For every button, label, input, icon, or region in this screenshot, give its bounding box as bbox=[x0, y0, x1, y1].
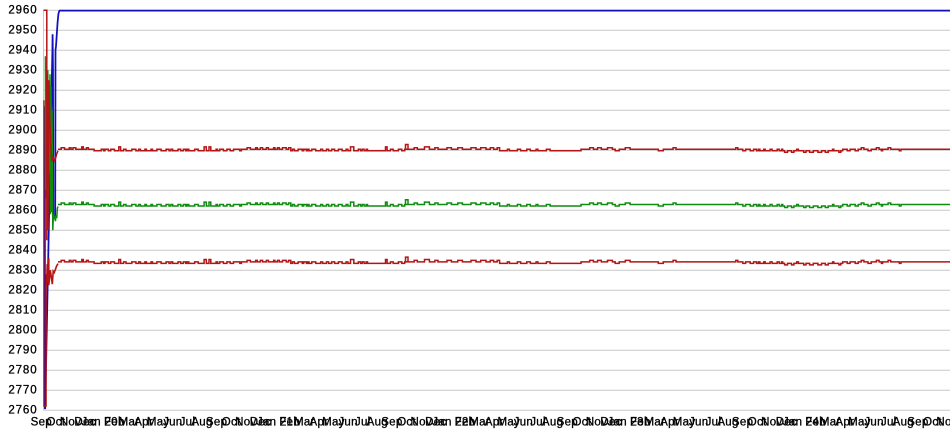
svg-text:2860: 2860 bbox=[8, 204, 37, 216]
svg-text:Jul: Jul bbox=[881, 416, 897, 428]
svg-text:Jul: Jul bbox=[355, 416, 371, 428]
svg-text:2950: 2950 bbox=[8, 24, 37, 36]
svg-text:Apr: Apr bbox=[134, 416, 153, 428]
svg-text:Dec: Dec bbox=[600, 416, 621, 428]
svg-text:Nov: Nov bbox=[60, 416, 81, 428]
svg-text:Jan 24: Jan 24 bbox=[783, 416, 820, 428]
svg-text:Dec: Dec bbox=[425, 416, 446, 428]
svg-text:Sep: Sep bbox=[907, 416, 928, 428]
svg-text:2890: 2890 bbox=[8, 144, 37, 156]
svg-text:Mar: Mar bbox=[820, 416, 841, 428]
svg-text:Jan 21: Jan 21 bbox=[257, 416, 293, 428]
svg-text:Feb: Feb bbox=[104, 416, 125, 428]
svg-text:Aug: Aug bbox=[191, 416, 212, 428]
svg-text:Jan 22: Jan 22 bbox=[432, 416, 468, 428]
svg-text:Sep: Sep bbox=[381, 416, 402, 428]
svg-text:Jun: Jun bbox=[864, 416, 883, 428]
svg-text:Apr: Apr bbox=[835, 416, 854, 428]
svg-text:2780: 2780 bbox=[8, 364, 37, 376]
svg-text:May: May bbox=[673, 416, 696, 428]
svg-text:Apr: Apr bbox=[310, 416, 329, 428]
svg-text:Aug: Aug bbox=[893, 416, 914, 428]
svg-text:Jun: Jun bbox=[689, 416, 708, 428]
svg-text:Mar: Mar bbox=[294, 416, 315, 428]
svg-text:Sep: Sep bbox=[732, 416, 753, 428]
svg-text:Aug: Aug bbox=[717, 416, 738, 428]
svg-text:Oct: Oct bbox=[222, 416, 241, 428]
svg-text:2760: 2760 bbox=[8, 404, 37, 416]
svg-text:2960: 2960 bbox=[8, 4, 37, 16]
svg-text:2850: 2850 bbox=[8, 224, 37, 236]
svg-text:Sep: Sep bbox=[557, 416, 578, 428]
svg-text:2790: 2790 bbox=[8, 344, 37, 356]
svg-text:Oct: Oct bbox=[47, 416, 66, 428]
svg-text:2840: 2840 bbox=[8, 244, 37, 256]
svg-text:2820: 2820 bbox=[8, 284, 37, 296]
svg-text:2900: 2900 bbox=[8, 124, 37, 136]
svg-text:Oct: Oct bbox=[748, 416, 767, 428]
svg-text:Oct: Oct bbox=[397, 416, 416, 428]
svg-text:Jun: Jun bbox=[163, 416, 182, 428]
svg-text:Jan 23: Jan 23 bbox=[608, 416, 644, 428]
svg-text:Mar: Mar bbox=[645, 416, 666, 428]
svg-text:2910: 2910 bbox=[8, 104, 37, 116]
svg-text:Aug: Aug bbox=[542, 416, 563, 428]
svg-text:2870: 2870 bbox=[8, 184, 37, 196]
svg-text:Sep: Sep bbox=[206, 416, 227, 428]
svg-text:Oct: Oct bbox=[573, 416, 592, 428]
svg-text:Sep: Sep bbox=[31, 416, 52, 428]
svg-text:May: May bbox=[848, 416, 871, 428]
svg-text:Nov: Nov bbox=[761, 416, 782, 428]
svg-text:May: May bbox=[497, 416, 520, 428]
svg-text:Jul: Jul bbox=[180, 416, 196, 428]
svg-text:2920: 2920 bbox=[8, 84, 37, 96]
svg-text:Nov: Nov bbox=[235, 416, 256, 428]
svg-text:2800: 2800 bbox=[8, 324, 37, 336]
svg-text:Oct: Oct bbox=[923, 416, 942, 428]
svg-text:May: May bbox=[147, 416, 170, 428]
svg-text:Mar: Mar bbox=[469, 416, 490, 428]
svg-text:May: May bbox=[322, 416, 345, 428]
svg-text:Feb: Feb bbox=[630, 416, 651, 428]
svg-text:Nov: Nov bbox=[411, 416, 432, 428]
svg-text:2880: 2880 bbox=[8, 164, 37, 176]
svg-text:Nov: Nov bbox=[936, 416, 950, 428]
svg-text:Jul: Jul bbox=[706, 416, 722, 428]
svg-text:Feb: Feb bbox=[805, 416, 826, 428]
svg-text:Jun: Jun bbox=[338, 416, 357, 428]
svg-text:Nov: Nov bbox=[586, 416, 607, 428]
svg-text:Dec: Dec bbox=[74, 416, 95, 428]
svg-text:2930: 2930 bbox=[8, 64, 37, 76]
svg-text:Dec: Dec bbox=[776, 416, 797, 428]
svg-text:Jan 20: Jan 20 bbox=[82, 416, 118, 428]
svg-text:Aug: Aug bbox=[367, 416, 388, 428]
svg-text:Mar: Mar bbox=[119, 416, 140, 428]
svg-text:2770: 2770 bbox=[8, 384, 37, 396]
svg-text:Jun: Jun bbox=[514, 416, 533, 428]
svg-text:Jul: Jul bbox=[530, 416, 546, 428]
svg-text:Apr: Apr bbox=[485, 416, 504, 428]
svg-text:2810: 2810 bbox=[8, 304, 37, 316]
svg-text:2830: 2830 bbox=[8, 264, 37, 276]
svg-text:Feb: Feb bbox=[279, 416, 300, 428]
svg-text:Feb: Feb bbox=[455, 416, 476, 428]
svg-text:Dec: Dec bbox=[250, 416, 271, 428]
svg-text:2940: 2940 bbox=[8, 44, 37, 56]
svg-text:Apr: Apr bbox=[660, 416, 679, 428]
